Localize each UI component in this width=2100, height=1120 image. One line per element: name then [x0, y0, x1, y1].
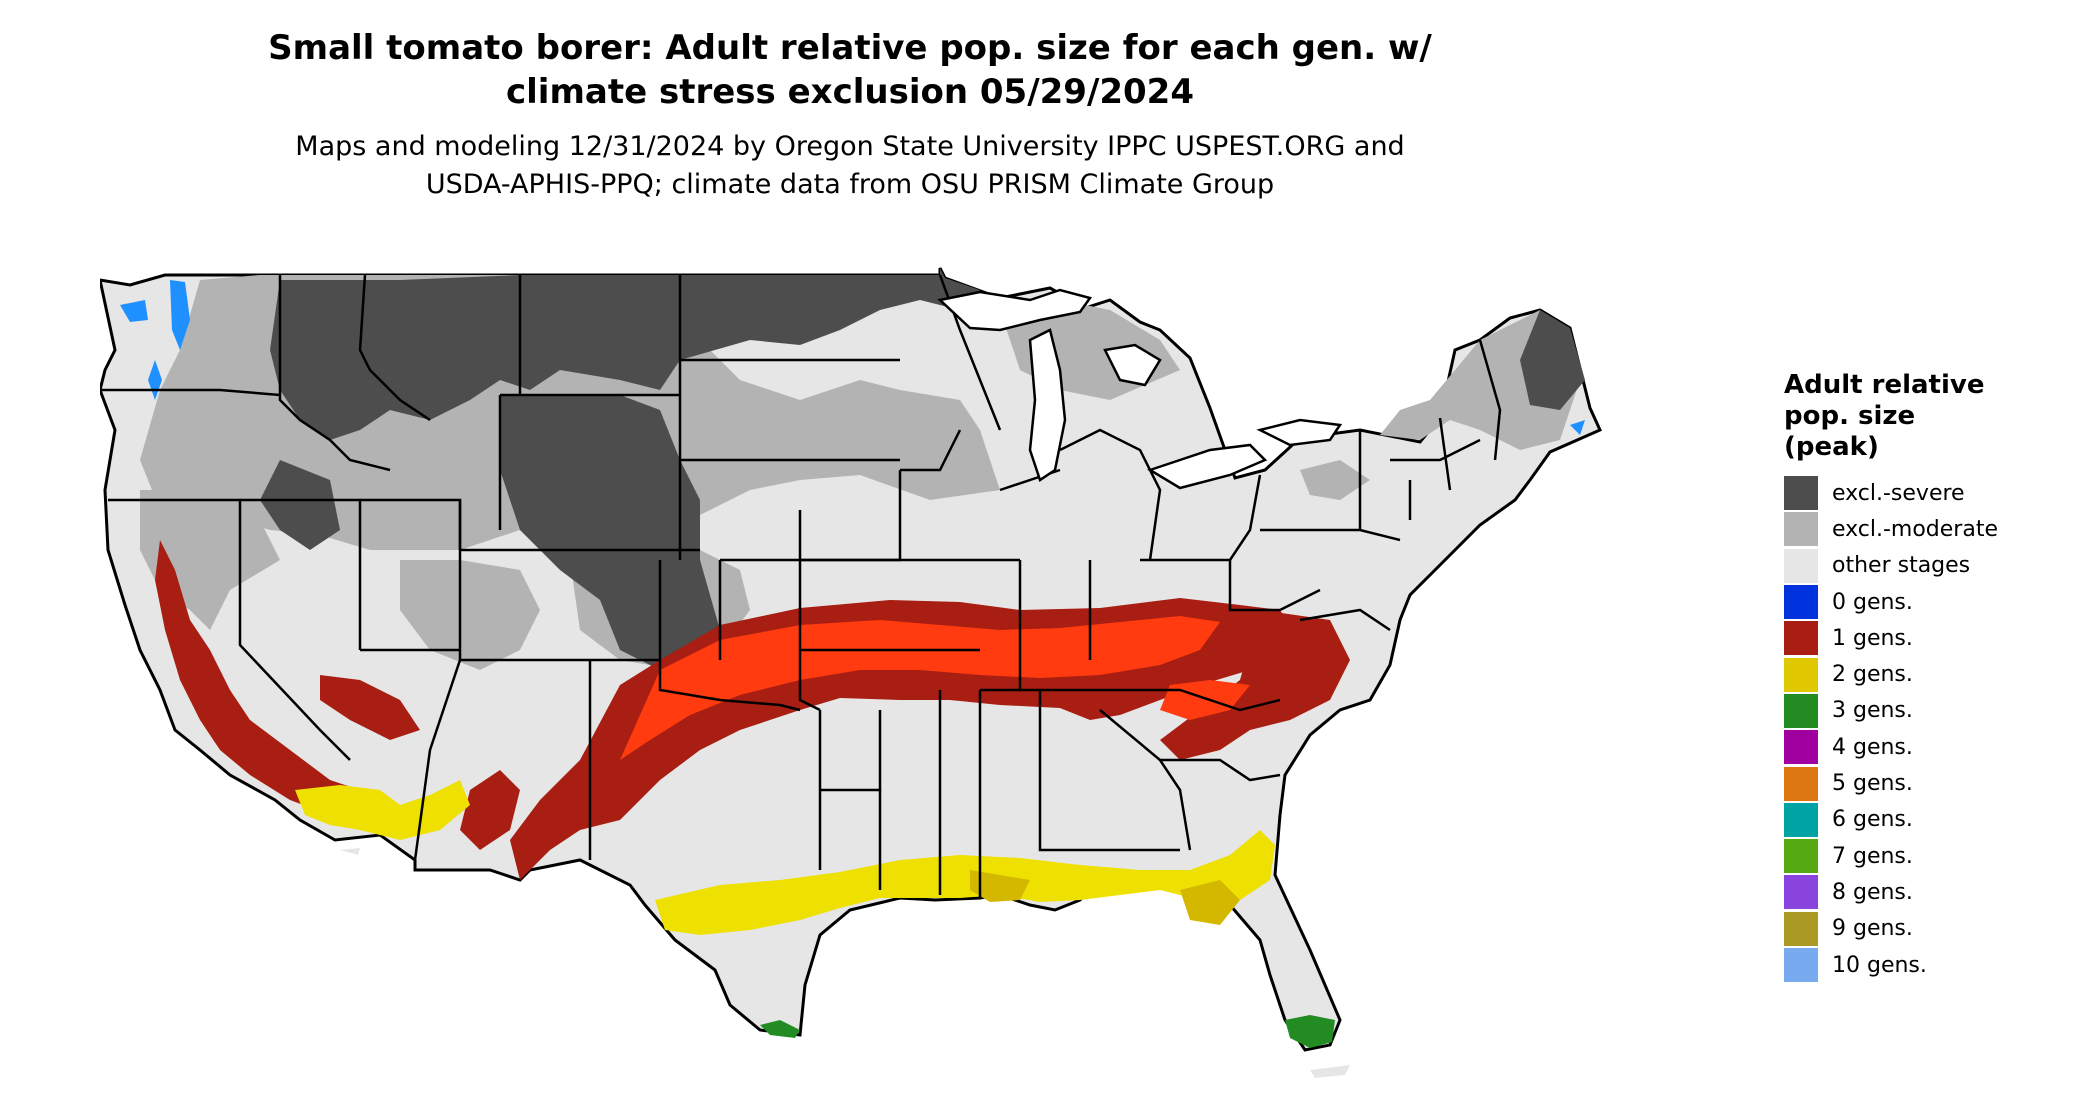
legend-label: 9 gens.	[1832, 916, 1913, 942]
legend-swatch	[1784, 621, 1818, 656]
legend-item: 2 gens.	[1784, 656, 2084, 692]
legend-label: other stages	[1832, 553, 1971, 579]
title-line-1: Small tomato borer: Adult relative pop. …	[268, 28, 1432, 68]
title-line-2: climate stress exclusion 05/29/2024	[505, 72, 1194, 112]
legend-swatch	[1784, 693, 1818, 728]
legend-item: 10 gens.	[1784, 947, 2084, 983]
coastal-islands	[340, 848, 1350, 1078]
map-subtitle: Maps and modeling 12/31/2024 by Oregon S…	[210, 128, 1490, 204]
legend-swatch	[1784, 802, 1818, 837]
map-title: Small tomato borer: Adult relative pop. …	[210, 26, 1490, 114]
legend-title-line-3: (peak)	[1784, 432, 1879, 462]
legend-swatch	[1784, 766, 1818, 801]
legend-label: 10 gens.	[1832, 952, 1927, 978]
legend-label: 6 gens.	[1832, 807, 1913, 833]
two-gen-regions	[295, 780, 1275, 935]
legend-item: 7 gens.	[1784, 838, 2084, 874]
legend: Adult relative pop. size (peak) excl.-se…	[1784, 370, 2084, 983]
legend-label: 2 gens.	[1832, 662, 1913, 688]
legend-item: 4 gens.	[1784, 729, 2084, 765]
us-map	[100, 267, 1602, 1078]
legend-label: 5 gens.	[1832, 771, 1913, 797]
legend-swatch	[1784, 730, 1818, 765]
legend-item: 9 gens.	[1784, 911, 2084, 947]
legend-title: Adult relative pop. size (peak)	[1784, 370, 2084, 463]
three-gen-regions	[760, 1015, 1335, 1048]
legend-items: excl.-severe excl.-moderate other stages 0 …	[1784, 475, 2084, 983]
legend-label: 1 gens.	[1832, 625, 1913, 651]
legend-item: other stages	[1784, 548, 2084, 584]
legend-swatch	[1784, 875, 1818, 910]
legend-label: excl.-severe	[1832, 480, 1965, 506]
legend-label: 7 gens.	[1832, 843, 1913, 869]
legend-label: 8 gens.	[1832, 879, 1913, 905]
legend-swatch	[1784, 548, 1818, 583]
legend-label: excl.-moderate	[1832, 516, 1998, 542]
legend-swatch	[1784, 911, 1818, 946]
great-lakes	[937, 288, 1343, 490]
legend-swatch	[1784, 657, 1818, 692]
legend-item: 1 gens.	[1784, 620, 2084, 656]
legend-item: 6 gens.	[1784, 802, 2084, 838]
legend-item: 0 gens.	[1784, 584, 2084, 620]
legend-swatch	[1784, 839, 1818, 874]
legend-label: 3 gens.	[1832, 698, 1913, 724]
legend-item: 3 gens.	[1784, 693, 2084, 729]
subtitle-line-2: USDA-APHIS-PPQ; climate data from OSU PR…	[425, 169, 1275, 200]
legend-item: excl.-severe	[1784, 475, 2084, 511]
two-gen-core-regions	[970, 870, 1240, 925]
subtitle-line-1: Maps and modeling 12/31/2024 by Oregon S…	[295, 131, 1405, 162]
legend-title-line-1: Adult relative	[1784, 370, 1985, 400]
legend-swatch	[1784, 948, 1818, 982]
legend-label: 0 gens.	[1832, 589, 1913, 615]
excl-severe-regions	[260, 268, 1585, 670]
legend-swatch	[1784, 512, 1818, 547]
legend-swatch	[1784, 585, 1818, 620]
legend-item: excl.-moderate	[1784, 511, 2084, 547]
legend-label: 4 gens.	[1832, 734, 1913, 760]
legend-item: 5 gens.	[1784, 765, 2084, 801]
legend-swatch	[1784, 476, 1818, 511]
legend-title-line-2: pop. size	[1784, 401, 1916, 431]
legend-item: 8 gens.	[1784, 874, 2084, 910]
